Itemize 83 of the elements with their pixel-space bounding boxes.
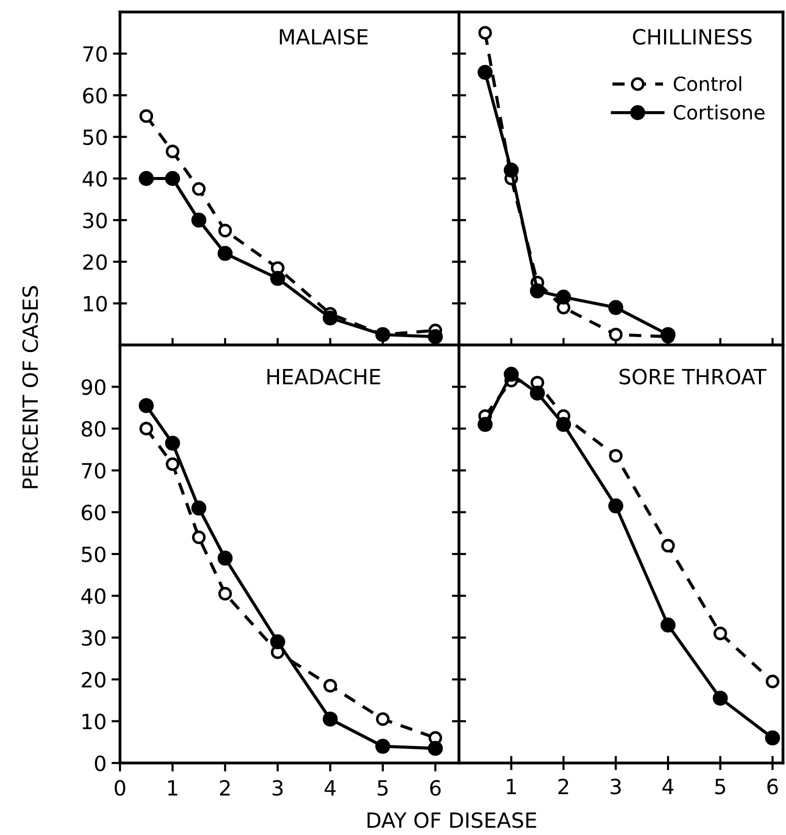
y-tick-label: 70 bbox=[83, 46, 107, 62]
point bbox=[556, 416, 572, 432]
point bbox=[218, 586, 232, 601]
x-tick-label: 5 bbox=[715, 778, 726, 794]
y-axis-title: PERCENT OF CASES bbox=[22, 286, 38, 488]
point bbox=[138, 171, 154, 186]
x-tick-label: 2 bbox=[220, 780, 230, 796]
y-tick-label: 90 bbox=[82, 379, 106, 396]
y-tick-label: 30 bbox=[82, 630, 106, 646]
point bbox=[139, 422, 154, 436]
point bbox=[428, 740, 443, 756]
point bbox=[530, 283, 545, 298]
point bbox=[765, 730, 780, 746]
point bbox=[138, 398, 154, 414]
x-tick-label: 6 bbox=[767, 778, 778, 794]
y-tick-label: 20 bbox=[83, 254, 107, 270]
legend-label: Control bbox=[674, 76, 742, 92]
point bbox=[713, 626, 728, 640]
point bbox=[139, 109, 154, 123]
x-tick-label: 3 bbox=[272, 780, 283, 796]
text: MALAISE bbox=[280, 28, 368, 45]
text: CHILLINESS bbox=[632, 28, 752, 45]
y-tick-label: 10 bbox=[82, 714, 106, 730]
text: HEADACHE bbox=[267, 368, 380, 384]
point bbox=[712, 690, 728, 706]
point bbox=[165, 436, 180, 451]
x-tick-label: 3 bbox=[610, 778, 621, 794]
y-tick-label: 60 bbox=[83, 88, 107, 104]
x-axis-title: DAY OF DISEASE bbox=[368, 812, 536, 828]
x-tick-label: 5 bbox=[378, 780, 388, 796]
x-tick-label: 1 bbox=[168, 780, 178, 796]
x-tick-label: 4 bbox=[662, 778, 674, 794]
y-tick-label: 40 bbox=[82, 170, 107, 187]
point bbox=[608, 300, 624, 316]
point bbox=[270, 270, 286, 286]
y-tick-label: 70 bbox=[82, 462, 106, 479]
legend-label: Cortisone bbox=[674, 104, 764, 120]
point bbox=[218, 550, 233, 566]
point bbox=[660, 618, 676, 633]
point bbox=[322, 310, 338, 326]
point bbox=[322, 712, 338, 727]
point bbox=[478, 416, 493, 432]
point bbox=[270, 634, 286, 650]
point bbox=[608, 448, 623, 463]
y-tick-label: 60 bbox=[82, 504, 106, 520]
point bbox=[766, 674, 780, 688]
x-tick-label: 1 bbox=[506, 778, 516, 794]
x-tick-label: 6 bbox=[430, 780, 441, 796]
point bbox=[504, 162, 519, 178]
y-tick-label: 0 bbox=[94, 755, 106, 772]
point bbox=[530, 386, 545, 401]
y-tick-label: 20 bbox=[82, 672, 106, 688]
point bbox=[608, 328, 623, 342]
point bbox=[556, 290, 572, 305]
point bbox=[428, 329, 443, 344]
y-tick-label: 80 bbox=[82, 421, 106, 437]
point bbox=[478, 64, 493, 80]
point bbox=[192, 182, 206, 196]
point bbox=[218, 224, 232, 238]
point bbox=[660, 327, 676, 342]
point bbox=[608, 498, 624, 514]
point bbox=[191, 212, 206, 228]
point bbox=[166, 457, 180, 471]
x-tick-label: 4 bbox=[324, 780, 336, 796]
x-tick-label: 0 bbox=[114, 780, 126, 796]
x-tick-label: 2 bbox=[558, 778, 568, 794]
text: SORE THROAT bbox=[620, 368, 766, 384]
y-tick-label: 50 bbox=[83, 129, 107, 146]
point bbox=[166, 144, 180, 158]
point bbox=[191, 500, 206, 516]
point bbox=[165, 171, 180, 186]
y-tick-label: 10 bbox=[84, 296, 107, 312]
point bbox=[504, 366, 519, 382]
point bbox=[661, 538, 675, 552]
point bbox=[218, 246, 233, 261]
y-tick-label: 30 bbox=[83, 212, 107, 228]
point bbox=[376, 712, 390, 726]
y-tick-label: 50 bbox=[82, 546, 106, 562]
y-tick-label: 40 bbox=[81, 588, 106, 604]
point bbox=[478, 26, 492, 40]
point bbox=[323, 678, 338, 692]
point bbox=[375, 738, 390, 754]
point bbox=[192, 530, 206, 544]
